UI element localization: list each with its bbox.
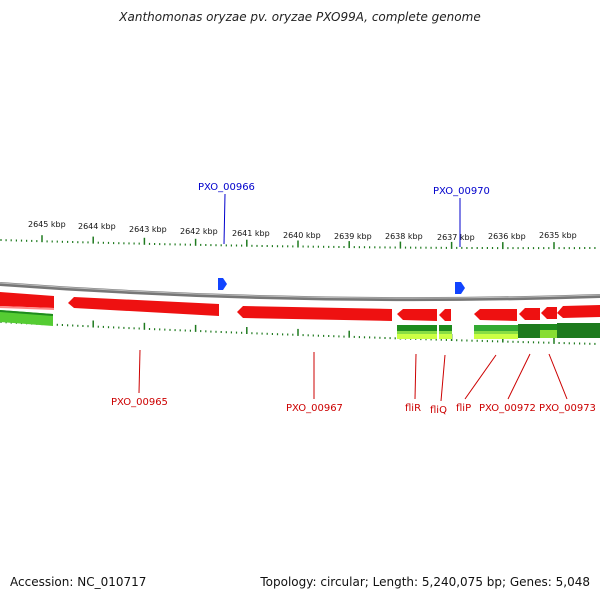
scale-label: 2636 kbp (488, 232, 526, 241)
feature-bar (557, 323, 600, 338)
scale-label: 2642 kbp (180, 227, 218, 236)
feature-label-pxo-00966[interactable]: PXO_00966 (198, 182, 255, 193)
feature-bar-dark (0, 310, 53, 316)
gene-pxo-00965-shadow (0, 306, 54, 310)
gene-pxo-00971[interactable] (519, 308, 540, 320)
scale-label: 2640 kbp (283, 231, 321, 240)
scale-labels: 2645 kbp 2644 kbp 2643 kbp 2642 kbp 2641… (28, 220, 577, 242)
feature-bar (474, 325, 518, 331)
gene-leader-line (507, 353, 531, 400)
gene-leader-line (548, 353, 568, 400)
gene-leader-line (414, 353, 417, 400)
gene-labels: PXO_00965 PXO_00967 fliR fliQ fliP PXO_0… (111, 349, 596, 416)
genome-summary-text: Topology: circular; Length: 5,240,075 bp… (260, 575, 590, 589)
feature-bar (397, 325, 437, 331)
gene-label-pxo-00967[interactable]: PXO_00967 (286, 403, 343, 414)
feature-bar (439, 325, 452, 331)
feature-bar (439, 334, 452, 339)
gene-flir[interactable] (397, 309, 437, 321)
accession-text: Accession: NC_010717 (10, 575, 147, 589)
scale-label: 2639 kbp (334, 232, 372, 241)
gene-label-flip[interactable]: fliP (456, 403, 471, 414)
scale-label: 2635 kbp (539, 231, 577, 240)
feature-bar (439, 331, 452, 334)
feature-bar (540, 330, 557, 338)
scale-label: 2644 kbp (78, 222, 116, 231)
feature-bar (474, 334, 518, 339)
genome-backbone (0, 282, 600, 302)
gene-leader-line (138, 349, 141, 394)
gene-flip[interactable] (474, 309, 517, 321)
scale-label: 2641 kbp (232, 229, 270, 238)
gene-fliq[interactable] (439, 309, 451, 321)
feature-marker-pxo-00970[interactable] (455, 282, 465, 294)
scale-label: 2643 kbp (129, 225, 167, 234)
feature-bar (397, 334, 437, 339)
gene-track (0, 292, 600, 321)
scale-label: 2637 kbp (437, 233, 475, 242)
gene-label-flir[interactable]: fliR (405, 403, 421, 414)
gene-pxo-00972[interactable] (541, 307, 557, 319)
gene-leader-line (440, 354, 446, 402)
feature-bar (397, 331, 437, 334)
top-features: PXO_00966 PXO_00970 (198, 182, 490, 294)
scale-label: 2638 kbp (385, 232, 423, 241)
gene-label-fliq[interactable]: fliQ (430, 405, 447, 416)
feature-bar (474, 331, 518, 334)
feature-marker-pxo-00966[interactable] (218, 278, 227, 290)
feature-bar (540, 324, 557, 330)
feature-track (0, 310, 600, 339)
genome-backbone-highlight (0, 282, 600, 299)
genome-title: Xanthomonas oryzae pv. oryzae PXO99A, co… (119, 10, 481, 24)
gene-label-pxo-00965[interactable]: PXO_00965 (111, 397, 168, 408)
gene-leader-line (464, 354, 497, 400)
gene-pxo-00967a[interactable] (68, 297, 219, 316)
gene-pxo-00973[interactable] (557, 305, 600, 318)
scale-ticks-top (0, 235, 596, 250)
gene-label-pxo-00973[interactable]: PXO_00973 (539, 403, 596, 414)
gene-pxo-00967b[interactable] (237, 306, 392, 321)
gene-label-pxo-00972[interactable]: PXO_00972 (479, 403, 536, 414)
feature-label-pxo-00970[interactable]: PXO_00970 (433, 186, 490, 197)
scale-label: 2645 kbp (28, 220, 66, 229)
feature-bar (518, 324, 540, 338)
feature-leader-line (223, 193, 226, 245)
gene-pxo-00965[interactable] (0, 292, 54, 308)
